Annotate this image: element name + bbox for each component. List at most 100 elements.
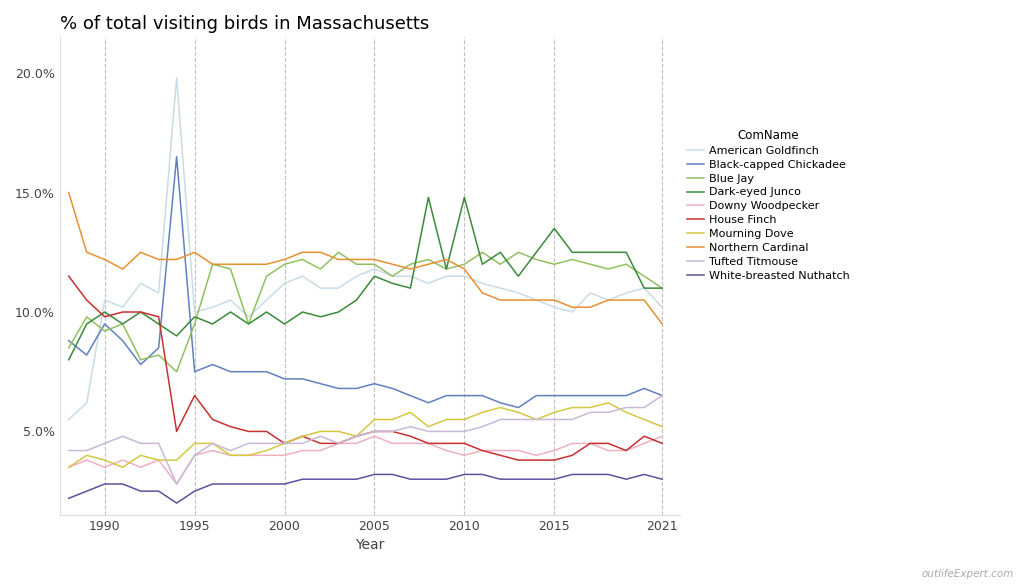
American Goldfinch bbox=[224, 297, 237, 304]
White-breasted Nuthatch bbox=[243, 480, 255, 487]
Dark-eyed Junco bbox=[404, 285, 417, 292]
Northern Cardinal bbox=[98, 256, 111, 263]
White-breasted Nuthatch bbox=[566, 471, 579, 478]
Northern Cardinal bbox=[548, 297, 560, 304]
Northern Cardinal bbox=[440, 256, 453, 263]
Downy Woodpecker bbox=[224, 452, 237, 459]
Downy Woodpecker bbox=[134, 464, 146, 471]
Dark-eyed Junco bbox=[602, 249, 614, 256]
Blue Jay bbox=[243, 321, 255, 328]
Blue Jay bbox=[260, 273, 272, 280]
White-breasted Nuthatch bbox=[656, 476, 669, 483]
Northern Cardinal bbox=[656, 321, 669, 328]
Dark-eyed Junco bbox=[296, 308, 308, 315]
White-breasted Nuthatch bbox=[117, 480, 129, 487]
White-breasted Nuthatch bbox=[404, 476, 417, 483]
Black-capped Chickadee bbox=[584, 392, 596, 399]
Black-capped Chickadee bbox=[621, 392, 633, 399]
Mourning Dove bbox=[440, 416, 453, 423]
Dark-eyed Junco bbox=[260, 308, 272, 315]
Black-capped Chickadee bbox=[333, 385, 345, 392]
Mourning Dove bbox=[656, 423, 669, 430]
White-breasted Nuthatch bbox=[81, 488, 93, 495]
Mourning Dove bbox=[188, 440, 201, 447]
Northern Cardinal bbox=[134, 249, 146, 256]
House Finch bbox=[170, 428, 182, 435]
Mourning Dove bbox=[621, 409, 633, 416]
Dark-eyed Junco bbox=[566, 249, 579, 256]
Dark-eyed Junco bbox=[548, 225, 560, 232]
House Finch bbox=[566, 452, 579, 459]
Blue Jay bbox=[495, 261, 507, 268]
American Goldfinch bbox=[386, 273, 398, 280]
Downy Woodpecker bbox=[260, 452, 272, 459]
Dark-eyed Junco bbox=[207, 321, 219, 328]
Blue Jay bbox=[656, 285, 669, 292]
Downy Woodpecker bbox=[153, 456, 165, 463]
Blue Jay bbox=[207, 261, 219, 268]
Line: House Finch: House Finch bbox=[69, 276, 663, 460]
Blue Jay bbox=[188, 321, 201, 328]
White-breasted Nuthatch bbox=[422, 476, 434, 483]
American Goldfinch bbox=[260, 297, 272, 304]
Dark-eyed Junco bbox=[458, 194, 470, 201]
Tufted Titmouse bbox=[188, 452, 201, 459]
Downy Woodpecker bbox=[81, 456, 93, 463]
White-breasted Nuthatch bbox=[188, 488, 201, 495]
American Goldfinch bbox=[333, 285, 345, 292]
Northern Cardinal bbox=[188, 249, 201, 256]
Black-capped Chickadee bbox=[638, 385, 650, 392]
House Finch bbox=[350, 433, 362, 440]
Dark-eyed Junco bbox=[422, 194, 434, 201]
Dark-eyed Junco bbox=[584, 249, 596, 256]
Dark-eyed Junco bbox=[170, 332, 182, 339]
Black-capped Chickadee bbox=[98, 321, 111, 328]
American Goldfinch bbox=[81, 400, 93, 407]
Tufted Titmouse bbox=[512, 416, 524, 423]
Tufted Titmouse bbox=[584, 409, 596, 416]
Tufted Titmouse bbox=[153, 440, 165, 447]
Line: Tufted Titmouse: Tufted Titmouse bbox=[69, 395, 663, 484]
Black-capped Chickadee bbox=[566, 392, 579, 399]
House Finch bbox=[621, 447, 633, 454]
Black-capped Chickadee bbox=[422, 400, 434, 407]
Text: % of total visiting birds in Massachusetts: % of total visiting birds in Massachuset… bbox=[59, 15, 429, 33]
Blue Jay bbox=[81, 314, 93, 321]
Blue Jay bbox=[350, 261, 362, 268]
Tufted Titmouse bbox=[495, 416, 507, 423]
House Finch bbox=[153, 314, 165, 321]
House Finch bbox=[602, 440, 614, 447]
American Goldfinch bbox=[170, 74, 182, 81]
White-breasted Nuthatch bbox=[170, 500, 182, 507]
Mourning Dove bbox=[153, 456, 165, 463]
Northern Cardinal bbox=[422, 261, 434, 268]
Dark-eyed Junco bbox=[62, 356, 75, 363]
Mourning Dove bbox=[512, 409, 524, 416]
Line: White-breasted Nuthatch: White-breasted Nuthatch bbox=[69, 474, 663, 503]
Blue Jay bbox=[621, 261, 633, 268]
Downy Woodpecker bbox=[548, 447, 560, 454]
Blue Jay bbox=[638, 273, 650, 280]
White-breasted Nuthatch bbox=[98, 480, 111, 487]
Tufted Titmouse bbox=[602, 409, 614, 416]
House Finch bbox=[296, 433, 308, 440]
Downy Woodpecker bbox=[602, 447, 614, 454]
Northern Cardinal bbox=[404, 266, 417, 273]
American Goldfinch bbox=[656, 304, 669, 311]
Downy Woodpecker bbox=[314, 447, 327, 454]
Black-capped Chickadee bbox=[476, 392, 488, 399]
Black-capped Chickadee bbox=[458, 392, 470, 399]
Mourning Dove bbox=[422, 423, 434, 430]
Dark-eyed Junco bbox=[314, 314, 327, 321]
Downy Woodpecker bbox=[333, 440, 345, 447]
Black-capped Chickadee bbox=[170, 153, 182, 160]
House Finch bbox=[404, 433, 417, 440]
Dark-eyed Junco bbox=[440, 266, 453, 273]
Dark-eyed Junco bbox=[350, 297, 362, 304]
Tufted Titmouse bbox=[134, 440, 146, 447]
Downy Woodpecker bbox=[512, 447, 524, 454]
Blue Jay bbox=[369, 261, 381, 268]
American Goldfinch bbox=[584, 290, 596, 297]
Blue Jay bbox=[602, 266, 614, 273]
Mourning Dove bbox=[260, 447, 272, 454]
